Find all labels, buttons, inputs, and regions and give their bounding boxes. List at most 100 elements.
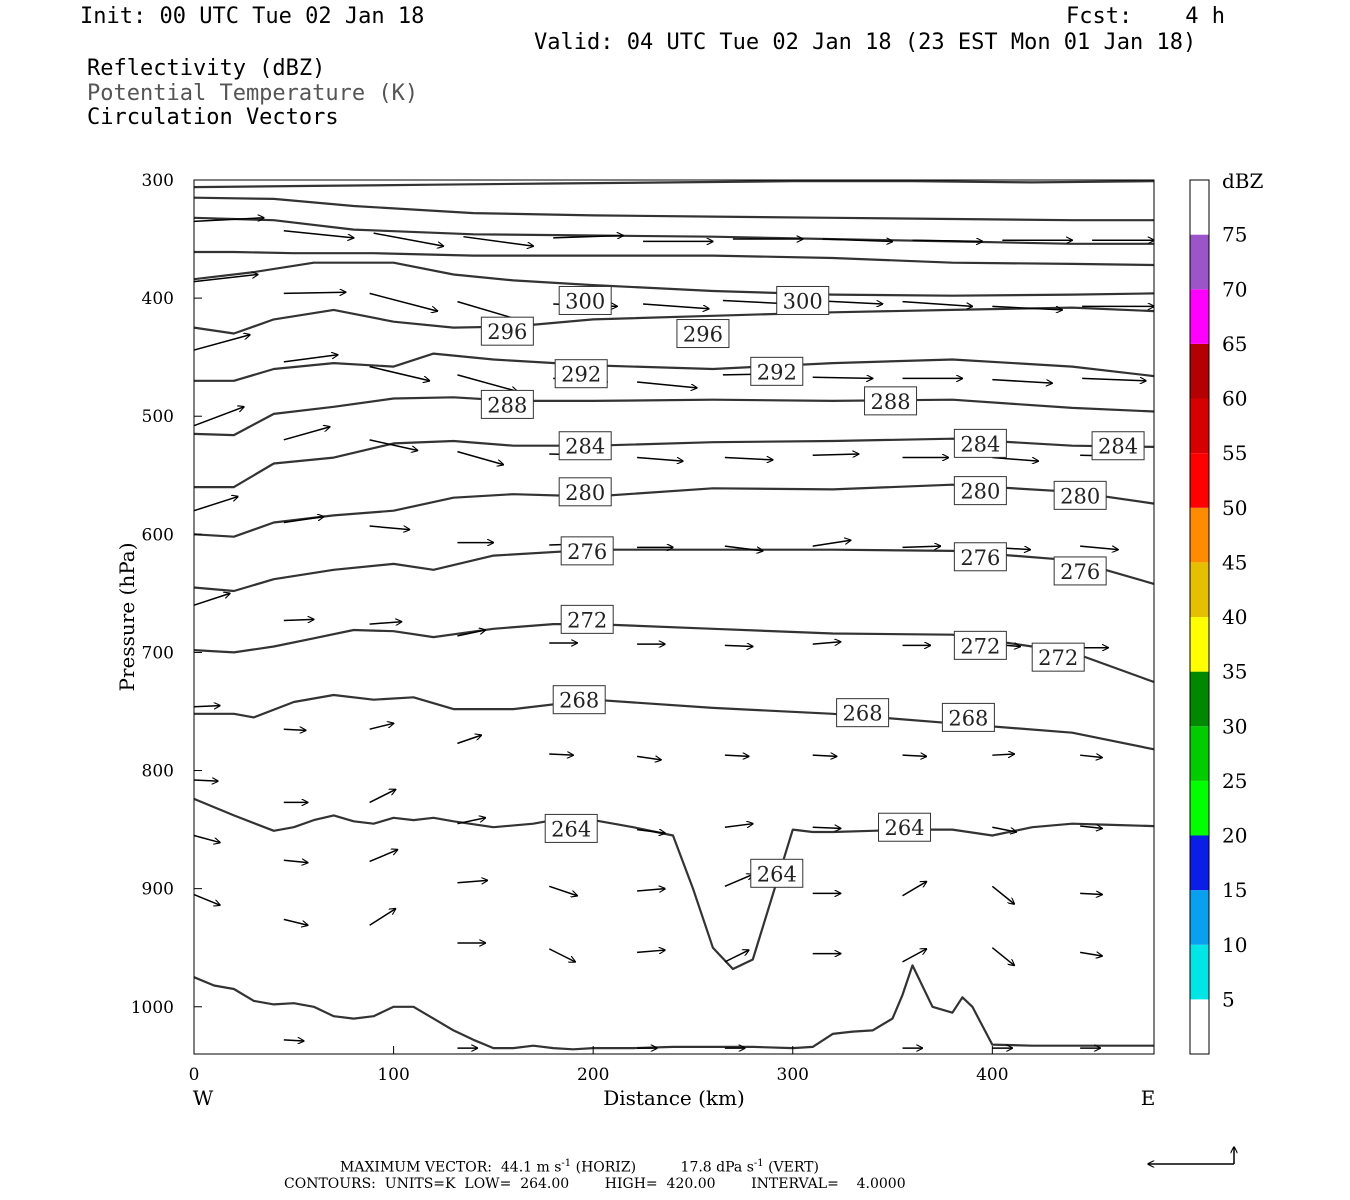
- circulation-vector: [822, 239, 893, 241]
- theta-contour-276-8: [194, 437, 1155, 489]
- colorbar-level-label: 60: [1222, 387, 1247, 411]
- circulation-vector: [1080, 893, 1102, 894]
- colorbar-level-label: 55: [1222, 441, 1247, 465]
- theta-contour-264-11: [193, 622, 1155, 684]
- x-end-label-east: E: [1141, 1086, 1156, 1110]
- contour-label: 276: [1060, 560, 1100, 584]
- colorbar-segment: [1190, 944, 1209, 1000]
- circulation-vector: [369, 365, 430, 381]
- contour-label: 264: [551, 817, 591, 841]
- colorbar-level-label: 65: [1222, 332, 1247, 356]
- valid-time: Valid: 04 UTC Tue 02 Jan 18 (23 EST Mon …: [534, 30, 1197, 55]
- circulation-vector: [637, 456, 683, 462]
- circulation-vector: [369, 622, 402, 624]
- contour-label-box: [878, 812, 932, 842]
- max-vector-note: MAXIMUM VECTOR: 44.1 m s-1 (HORIZ) 17.8 …: [340, 1158, 819, 1176]
- colorbar-level-label: 30: [1222, 714, 1247, 738]
- contour-label-box: [953, 428, 1007, 458]
- colorbar-level-label: 70: [1222, 277, 1247, 301]
- colorbar-level-label: 35: [1222, 660, 1247, 684]
- plot-frame: [193, 179, 1155, 1055]
- field-potential-temperature: Potential Temperature (K): [87, 81, 419, 106]
- contour-label-box: [676, 319, 730, 349]
- contour-label-box: [560, 604, 614, 634]
- circulation-vector: [283, 230, 354, 238]
- circulation-vector: [193, 407, 244, 427]
- circulation-vector: [457, 374, 517, 392]
- contour-label: 280: [565, 481, 605, 505]
- contour-label: 284: [960, 432, 1000, 456]
- circulation-vector: [457, 450, 503, 465]
- y-tick-label: 600: [142, 525, 174, 545]
- contour-label: 268: [843, 702, 883, 726]
- x-tick-label: 200: [577, 1065, 609, 1085]
- theta-contour-296-3: [194, 250, 1155, 267]
- contour-label: 300: [783, 289, 823, 313]
- colorbar-segment: [1190, 343, 1209, 399]
- y-tick-label: 700: [142, 643, 174, 663]
- circulation-vector: [1080, 545, 1118, 550]
- circulation-vector: [283, 619, 314, 620]
- contour-label-box: [864, 386, 918, 416]
- theta-contour-288-5: [193, 306, 1155, 335]
- circulation-vector: [637, 381, 697, 388]
- theta-contour-300-1: [193, 196, 1154, 222]
- x-tick-label: 300: [777, 1065, 809, 1085]
- colorbar-segment: [1190, 890, 1209, 945]
- reference-vector-icon: [1148, 1147, 1234, 1164]
- x-tick-label: 100: [377, 1065, 409, 1085]
- contour-label: 284: [565, 435, 605, 459]
- colorbar-segment: [1190, 453, 1209, 508]
- contour-label-box: [558, 431, 612, 461]
- contour-label: 292: [561, 363, 601, 387]
- contour-label-box: [1091, 431, 1145, 461]
- circulation-vector: [283, 918, 308, 925]
- circulation-vector: [902, 949, 927, 963]
- circulation-vector: [992, 378, 1052, 384]
- circulation-vector: [724, 824, 753, 828]
- field-reflectivity: Reflectivity (dBZ): [87, 56, 326, 81]
- circulation-vector: [992, 754, 1014, 755]
- circulation-vector: [812, 642, 841, 644]
- circulation-vector: [724, 755, 749, 756]
- circulation-vector: [992, 305, 1062, 310]
- circulation-vector: [369, 909, 396, 926]
- contour-info: CONTOURS: UNITS=K LOW= 264.00 HIGH= 420.…: [284, 1176, 906, 1192]
- colorbar-segment: [1190, 835, 1209, 891]
- colorbar-level-label: 25: [1222, 769, 1247, 793]
- circulation-vector: [193, 780, 218, 781]
- colorbar-segment: [1190, 999, 1209, 1054]
- contour-label-box: [560, 536, 614, 566]
- colorbar-level-label: 75: [1222, 223, 1247, 247]
- circulation-vector: [193, 335, 250, 351]
- circulation-vector: [193, 274, 258, 283]
- contour-label: 272: [1038, 646, 1078, 670]
- circulation-vector: [812, 540, 851, 547]
- colorbar-segment: [1190, 180, 1209, 235]
- contour-label: 292: [757, 360, 797, 384]
- colorbar-segment: [1190, 398, 1209, 454]
- contour-label: 272: [567, 608, 607, 632]
- y-tick-label: 500: [142, 407, 174, 427]
- contour-label: 296: [683, 323, 723, 347]
- colorbar-level-label: 40: [1222, 605, 1247, 629]
- circulation-vector: [812, 454, 859, 455]
- contour-label: 268: [948, 706, 988, 730]
- circulation-vector: [992, 456, 1038, 462]
- y-tick-label: 300: [142, 171, 174, 191]
- circulation-vector: [1080, 952, 1102, 956]
- contour-label: 284: [1098, 435, 1138, 459]
- contour-label-box: [1053, 556, 1107, 586]
- colorbar-segment: [1190, 234, 1209, 290]
- x-end-label-west: W: [193, 1086, 214, 1110]
- contour-label: 264: [884, 816, 924, 840]
- circulation-vector: [193, 218, 264, 223]
- colorbar-level-label: 5: [1222, 987, 1235, 1011]
- theta-contour-292-4: [193, 261, 1155, 297]
- circulation-vector: [369, 723, 394, 730]
- colorbar-level-label: 10: [1222, 933, 1247, 957]
- circulation-vector: [991, 947, 1014, 966]
- circulation-vector: [724, 458, 773, 460]
- colorbar-segment: [1190, 507, 1209, 563]
- colorbar-level-label: 50: [1222, 496, 1247, 520]
